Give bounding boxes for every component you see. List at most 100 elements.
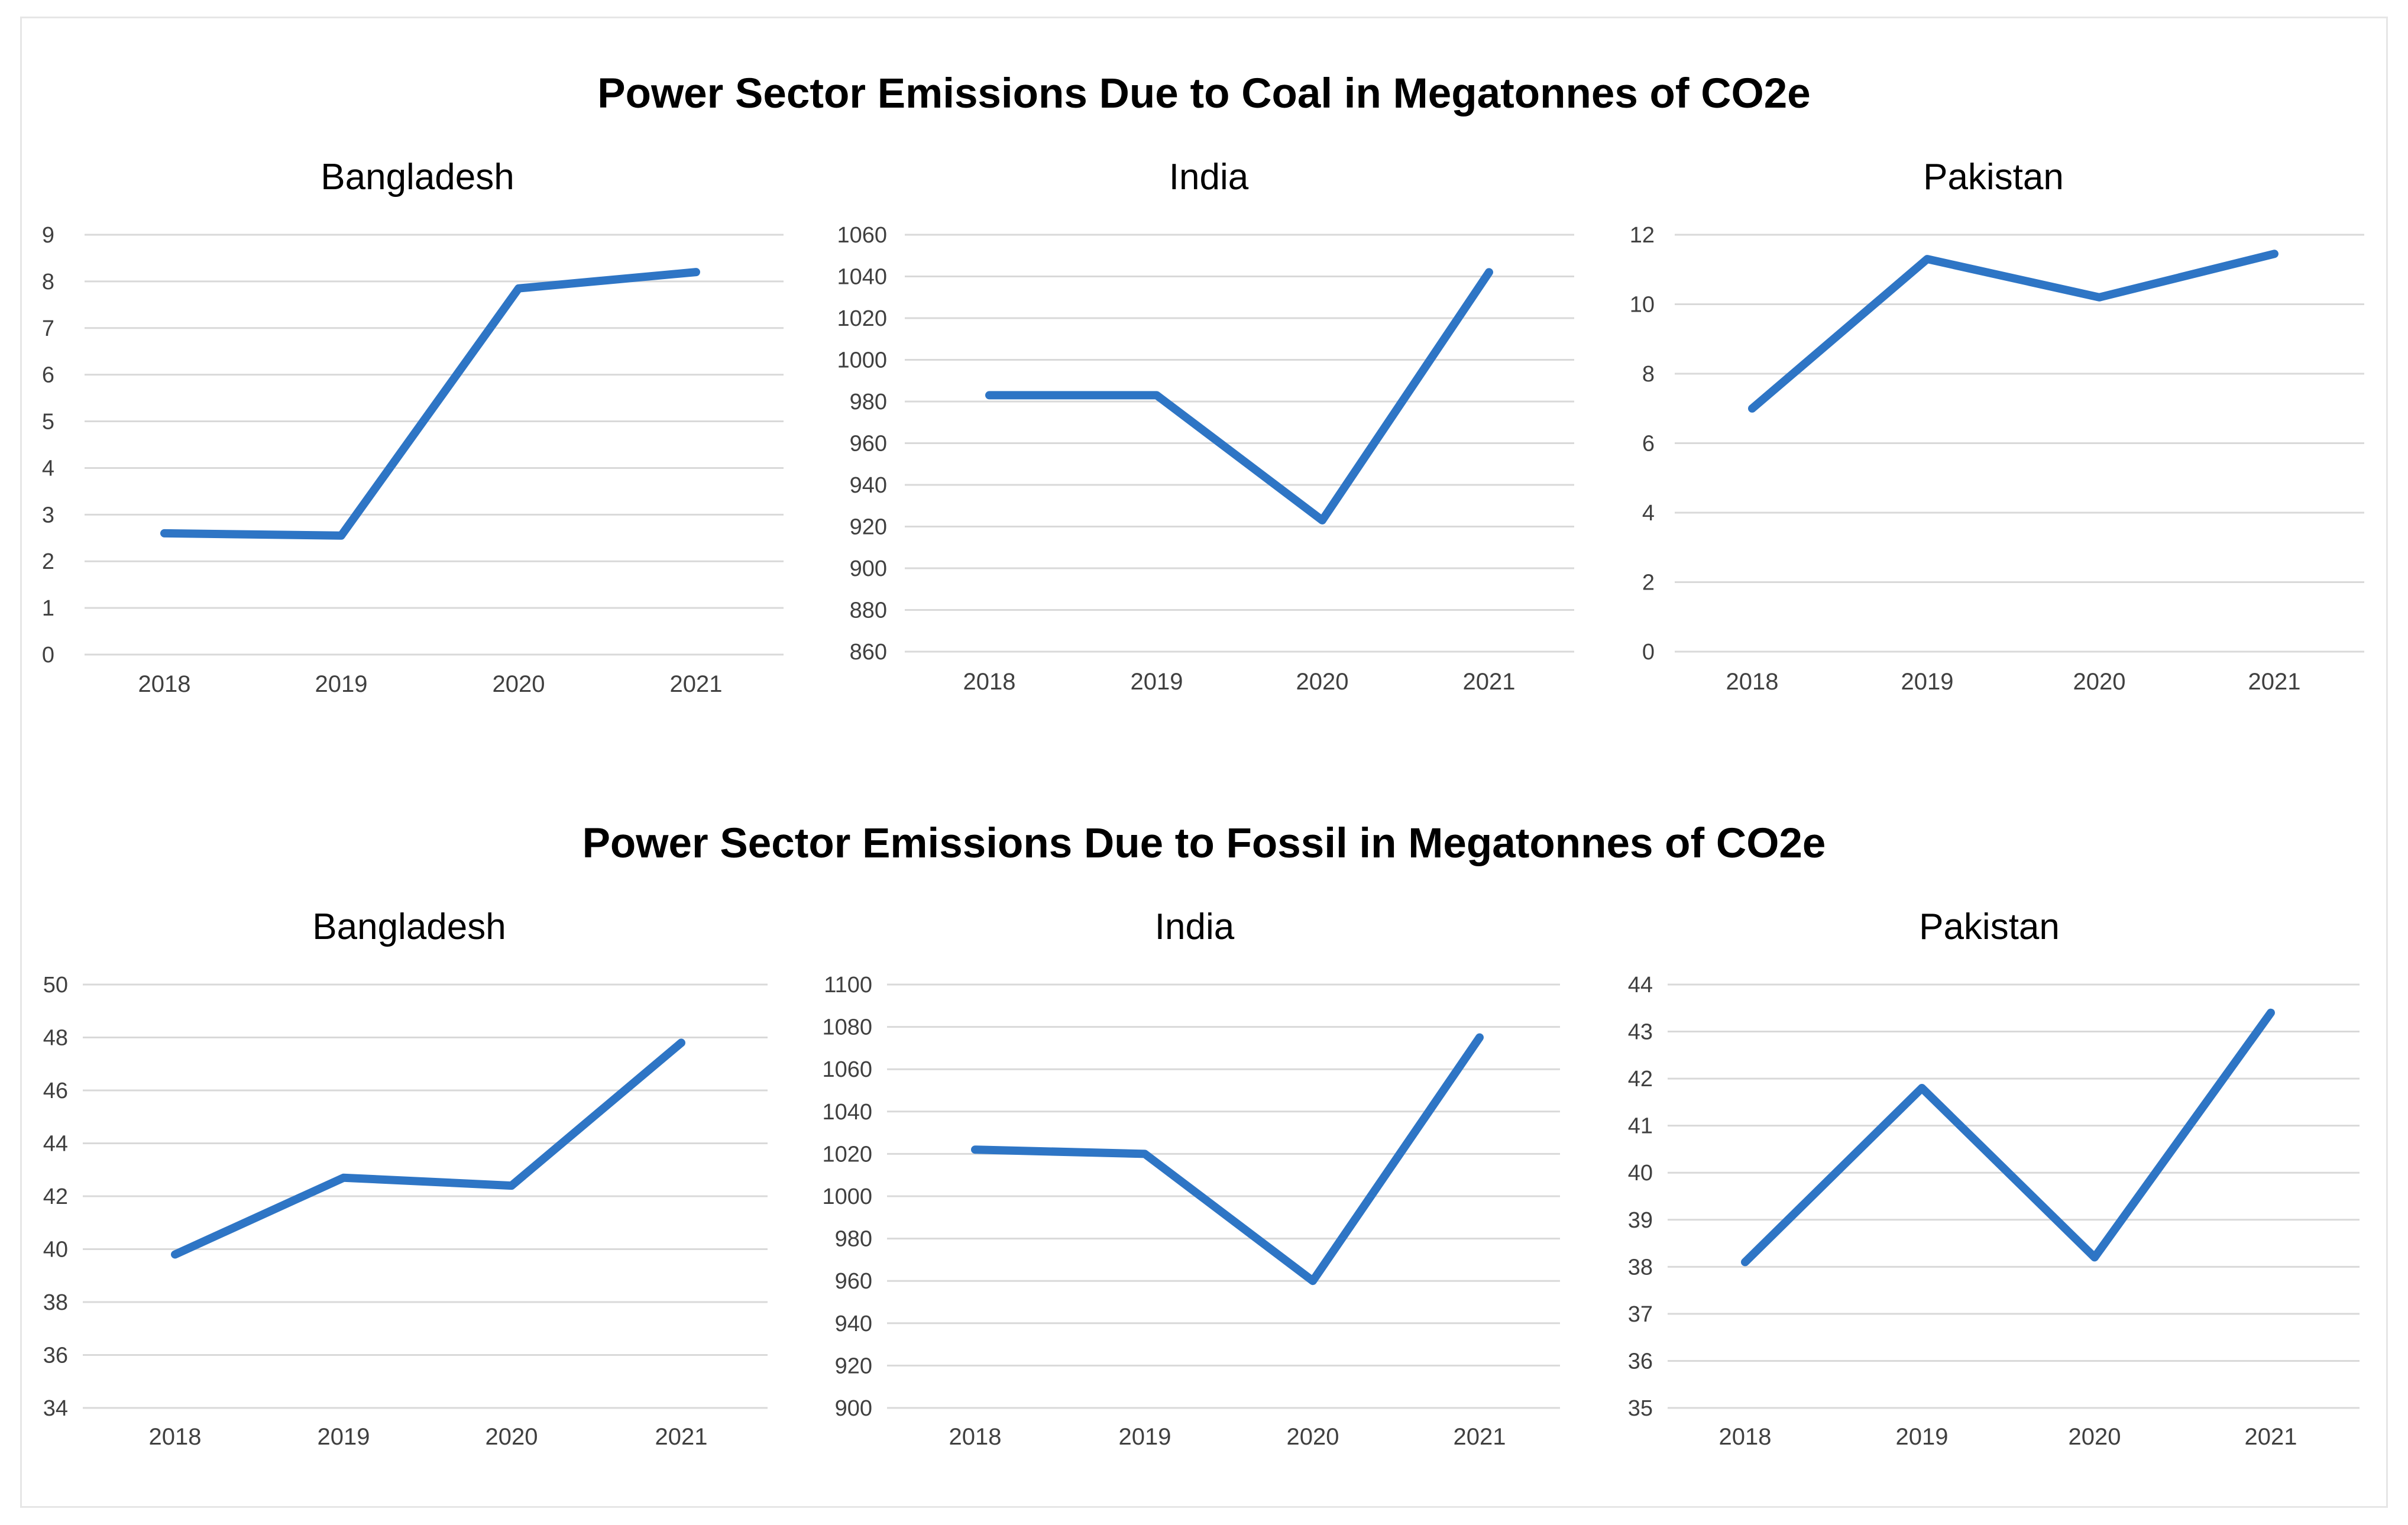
coal-india-x-tick-label: 2019 bbox=[1131, 669, 1183, 695]
fossil-bangladesh-x-tick-label: 2020 bbox=[486, 1424, 538, 1450]
fossil-india-data-point bbox=[1144, 1153, 1145, 1155]
coal-section-title: Power Sector Emissions Due to Coal in Me… bbox=[597, 70, 1811, 117]
fossil-india-y-tick-label: 1080 bbox=[822, 1015, 872, 1040]
fossil-bangladesh-x-tick-label: 2018 bbox=[149, 1424, 202, 1450]
coal-india-y-tick-label: 1060 bbox=[837, 223, 887, 248]
fossil-pakistan-y-tick-label: 43 bbox=[1628, 1020, 1653, 1045]
coal-bangladesh-data-point bbox=[695, 271, 697, 273]
coal-bangladesh-y-tick-label: 7 bbox=[42, 316, 54, 341]
coal-pakistan-series-line bbox=[1748, 250, 2278, 413]
coal-india-x-tick-label: 2018 bbox=[963, 669, 1016, 695]
fossil-bangladesh-y-tick-label: 40 bbox=[43, 1238, 68, 1262]
fossil-bangladesh-title: Bangladesh bbox=[312, 906, 506, 947]
fossil-pakistan-title: Pakistan bbox=[1919, 906, 2060, 947]
chart-frame bbox=[20, 17, 2388, 1508]
fossil-india-y-tick-label: 920 bbox=[835, 1354, 872, 1378]
fossil-pakistan-y-tick-label: 35 bbox=[1628, 1396, 1653, 1421]
coal-bangladesh-y-tick-label: 3 bbox=[42, 503, 54, 527]
fossil-bangladesh-y-tick-label: 46 bbox=[43, 1079, 68, 1103]
coal-india-x-tick-label: 2021 bbox=[1463, 669, 1516, 695]
fossil-india-data-point bbox=[1312, 1280, 1313, 1282]
fossil-india-title: India bbox=[1155, 906, 1235, 947]
fossil-bangladesh-series-line bbox=[171, 1038, 685, 1259]
fossil-bangladesh-y-tick-label: 44 bbox=[43, 1132, 68, 1157]
fossil-india-y-tick-label: 1000 bbox=[822, 1184, 872, 1209]
fossil-india-y-tick-label: 1040 bbox=[822, 1100, 872, 1125]
fossil-india-x-tick-label: 2019 bbox=[1119, 1424, 1171, 1450]
fossil-bangladesh-data-point bbox=[174, 1254, 176, 1255]
coal-india-title: India bbox=[1169, 157, 1249, 197]
fossil-pakistan-data-point bbox=[1921, 1087, 1922, 1089]
fossil-bangladesh-y-tick-label: 38 bbox=[43, 1290, 68, 1315]
fossil-pakistan-chart: Pakistan 35 36 37 38 39 40 41 42 43 44 2018 2019 2020… bbox=[1628, 906, 2360, 1450]
coal-pakistan-title: Pakistan bbox=[1923, 157, 2064, 197]
coal-india-data-point bbox=[1156, 394, 1157, 396]
coal-pakistan-data-point bbox=[2099, 296, 2100, 298]
coal-pakistan-x-tick-label: 2021 bbox=[2248, 669, 2301, 695]
coal-india-y-tick-label: 940 bbox=[850, 473, 887, 498]
fossil-bangladesh-y-tick-label: 48 bbox=[43, 1026, 68, 1051]
coal-india-y-tick-label: 1000 bbox=[837, 348, 887, 373]
fossil-india-y-tick-label: 1100 bbox=[824, 973, 872, 998]
coal-india-y-tick-label: 900 bbox=[850, 556, 887, 581]
fossil-pakistan-y-tick-label: 42 bbox=[1628, 1067, 1653, 1092]
coal-pakistan-y-tick-label: 4 bbox=[1642, 501, 1655, 526]
fossil-pakistan-x-tick-label: 2021 bbox=[2245, 1424, 2297, 1450]
fossil-india-y-tick-label: 1060 bbox=[822, 1057, 872, 1082]
coal-bangladesh-y-tick-label: 6 bbox=[42, 363, 54, 388]
fossil-india-series-line bbox=[971, 1033, 1484, 1286]
fossil-pakistan-y-tick-label: 41 bbox=[1628, 1114, 1653, 1139]
fossil-pakistan-data-point bbox=[2270, 1012, 2271, 1014]
coal-bangladesh-y-tick-label: 1 bbox=[42, 596, 54, 621]
fossil-india-y-tick-label: 940 bbox=[835, 1312, 872, 1336]
fossil-pakistan-data-point bbox=[2094, 1257, 2095, 1258]
fossil-pakistan-y-tick-label: 44 bbox=[1628, 973, 1653, 998]
coal-india-y-tick-label: 1040 bbox=[837, 265, 887, 290]
coal-bangladesh-y-tick-label: 2 bbox=[42, 549, 54, 574]
coal-india-series-line bbox=[985, 268, 1493, 524]
fossil-pakistan-y-tick-label: 40 bbox=[1628, 1161, 1653, 1186]
fossil-india-y-tick-label: 900 bbox=[835, 1396, 872, 1421]
fossil-bangladesh-y-tick-label: 50 bbox=[43, 973, 68, 998]
coal-bangladesh-x-tick-label: 2019 bbox=[315, 671, 368, 697]
coal-bangladesh-x-tick-label: 2021 bbox=[670, 671, 723, 697]
coal-bangladesh-y-tick-label: 9 bbox=[42, 223, 54, 248]
coal-india-x-tick-label: 2020 bbox=[1296, 669, 1349, 695]
fossil-bangladesh-y-tick-label: 36 bbox=[43, 1343, 68, 1368]
coal-pakistan-y-tick-label: 10 bbox=[1630, 293, 1655, 318]
fossil-pakistan-y-tick-label: 39 bbox=[1628, 1208, 1653, 1233]
fossil-pakistan-y-tick-label: 36 bbox=[1628, 1349, 1653, 1374]
coal-bangladesh-title: Bangladesh bbox=[321, 157, 514, 197]
fossil-bangladesh-y-tick-label: 34 bbox=[43, 1396, 68, 1421]
coal-india-chart: India 860 880 900 920 940 960 980 1000 1020 1040 10… bbox=[837, 157, 1574, 695]
coal-bangladesh-data-point bbox=[164, 532, 165, 534]
coal-india-data-point bbox=[1322, 519, 1323, 521]
fossil-bangladesh-chart: Bangladesh 34 36 38 40 42 44 46 48 50 2018 2019 2020… bbox=[43, 906, 768, 1450]
coal-india-y-tick-label: 920 bbox=[850, 515, 887, 540]
fossil-india-y-tick-label: 980 bbox=[835, 1227, 872, 1252]
fossil-bangladesh-y-tick-label: 42 bbox=[43, 1184, 68, 1209]
coal-india-y-tick-label: 860 bbox=[850, 640, 887, 665]
fossil-india-data-point bbox=[1479, 1037, 1480, 1038]
coal-pakistan-chart: Pakistan 0 2 4 6 8 10 12 2018 2019 2020 2021 bbox=[1630, 157, 2364, 695]
fossil-pakistan-x-tick-label: 2018 bbox=[1719, 1424, 1772, 1450]
coal-india-data-point bbox=[989, 394, 990, 396]
coal-pakistan-y-tick-label: 6 bbox=[1642, 432, 1655, 456]
coal-bangladesh-data-point bbox=[518, 287, 519, 289]
coal-india-y-tick-label: 1020 bbox=[837, 306, 887, 331]
fossil-india-x-tick-label: 2018 bbox=[949, 1424, 1002, 1450]
coal-pakistan-x-tick-label: 2018 bbox=[1726, 669, 1779, 695]
coal-bangladesh-y-tick-label: 0 bbox=[42, 643, 54, 668]
fossil-india-y-tick-label: 1020 bbox=[822, 1142, 872, 1167]
coal-india-y-tick-label: 960 bbox=[850, 432, 887, 456]
coal-bangladesh-y-tick-label: 8 bbox=[42, 270, 54, 294]
fossil-india-data-point bbox=[975, 1149, 976, 1151]
fossil-pakistan-y-tick-label: 37 bbox=[1628, 1302, 1653, 1327]
fossil-bangladesh-data-point bbox=[343, 1177, 344, 1178]
coal-pakistan-x-tick-label: 2020 bbox=[2073, 669, 2126, 695]
fossil-pakistan-x-tick-label: 2019 bbox=[1896, 1424, 1949, 1450]
coal-pakistan-y-tick-label: 2 bbox=[1642, 571, 1655, 595]
fossil-pakistan-series-line bbox=[1741, 1008, 2275, 1267]
fossil-section-title: Power Sector Emissions Due to Fossil in … bbox=[582, 820, 1826, 867]
fossil-india-chart: India 900 920 940 960 980 1000 1020 1040 1060 1080… bbox=[822, 906, 1560, 1450]
